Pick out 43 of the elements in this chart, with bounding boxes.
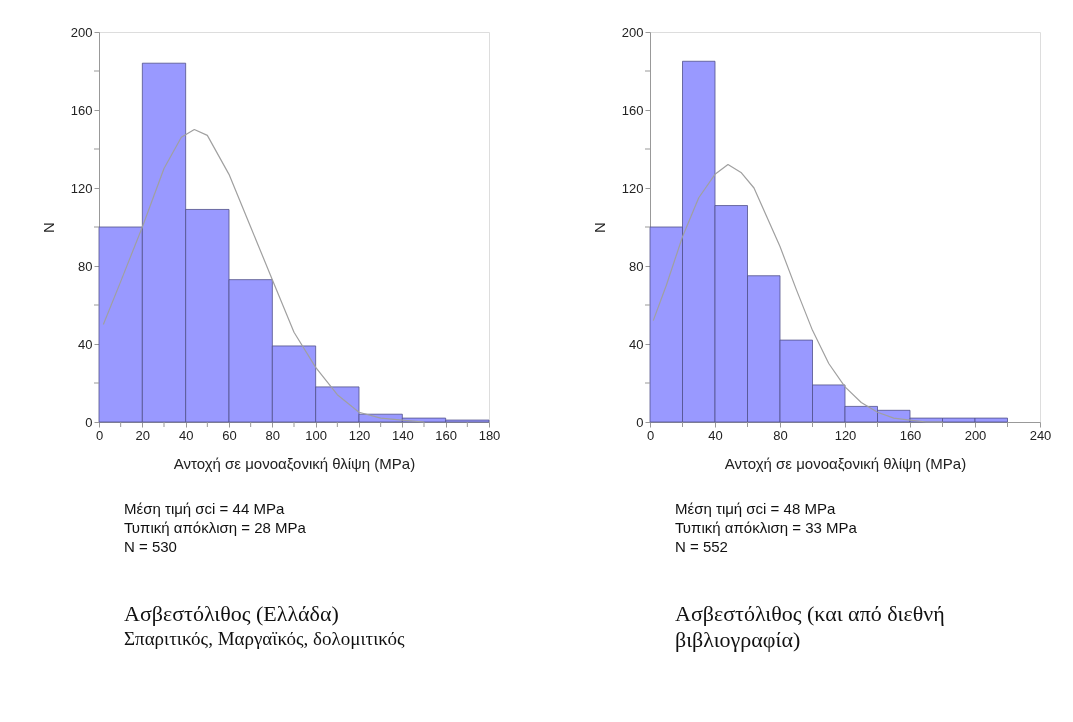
x-tick-label: 200 (964, 427, 987, 443)
text: Μέση τιμή σci = 48 MPa (675, 500, 836, 517)
text: N = 552 (675, 538, 728, 555)
y-tick-label: 200 (70, 24, 93, 40)
x-tick-label: 20 (135, 427, 151, 443)
y-tick-label: 200 (621, 24, 644, 40)
y-tick-label: 160 (70, 102, 93, 118)
x-tick-label: 80 (773, 427, 788, 443)
text: Μέση τιμή σci = 44 MPa (124, 500, 285, 517)
x-tick-label: 40 (708, 427, 723, 443)
x-tick-label: 160 (435, 427, 458, 443)
y-tick-label: 0 (636, 414, 644, 430)
y-tick-label: 160 (621, 102, 644, 118)
x-tick-label: 120 (834, 427, 857, 443)
y-tick-label: 80 (629, 258, 644, 274)
text: Ασβεστόλιθος (και από διεθνή βιβλιογραφία) (675, 601, 945, 652)
x-tick-label: 100 (305, 427, 328, 443)
line-series (102, 128, 425, 423)
y-axis-title: N (39, 222, 57, 233)
text: N = 530 (124, 538, 177, 555)
x-tick-label: 80 (265, 427, 281, 443)
y-tick-label: 0 (85, 414, 93, 430)
x-tick-label: 240 (1029, 427, 1052, 443)
y-axis-title: N (590, 222, 608, 233)
text: Ασβεστόλιθος (Ελλάδα) (124, 601, 339, 626)
x-axis-title: Αντοχή σε μονοαξονική θλίψη (MPa) (173, 454, 416, 472)
x-tick-label: 40 (178, 427, 194, 443)
x-tick-label: 120 (348, 427, 371, 443)
x-axis-title: Αντοχή σε μονοαξονική θλίψη (MPa) (724, 454, 967, 472)
x-tick-label: 0 (95, 427, 104, 443)
text: Σπαριτικός, Μαργαϊκός, δολομιτικός (124, 628, 405, 649)
text: Τυπική απόκλιση = 28 MPa (124, 519, 307, 536)
y-tick-label: 80 (78, 258, 93, 274)
text: Τυπική απόκλιση = 33 MPa (675, 519, 858, 536)
y-tick-label: 120 (70, 180, 93, 196)
y-tick-label: 40 (78, 336, 93, 352)
x-tick-label: 0 (646, 427, 655, 443)
x-tick-label: 180 (478, 427, 501, 443)
x-tick-label: 60 (222, 427, 237, 443)
y-tick-label: 40 (629, 336, 644, 352)
x-tick-label: 140 (391, 427, 414, 443)
y-tick-label: 120 (621, 180, 644, 196)
x-tick-label: 160 (899, 427, 922, 443)
